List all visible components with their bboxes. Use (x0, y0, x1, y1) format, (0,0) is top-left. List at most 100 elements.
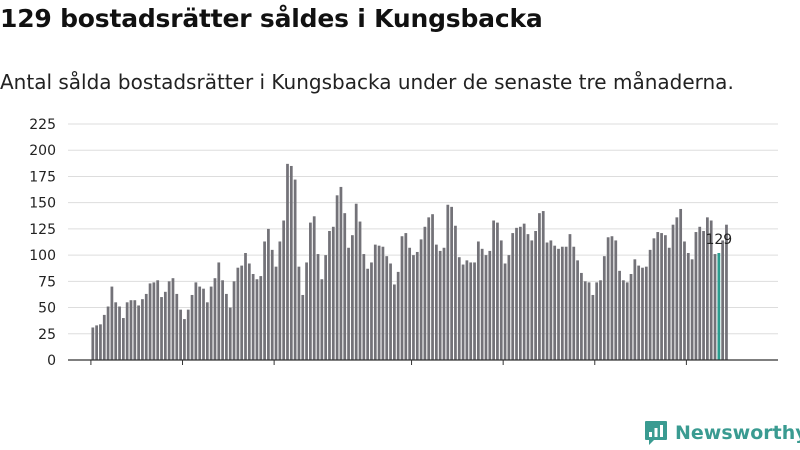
bar (339, 186, 343, 360)
bar (538, 213, 541, 360)
bar (602, 256, 606, 360)
bar (91, 327, 95, 360)
bar (335, 195, 339, 360)
bar (289, 165, 293, 360)
bar (667, 247, 671, 360)
bar (190, 294, 194, 360)
bar (473, 262, 476, 360)
bar (144, 293, 148, 360)
bar-highlight (717, 253, 721, 360)
bar (156, 280, 160, 360)
bar (267, 228, 270, 360)
bar (370, 262, 373, 360)
bar (664, 235, 667, 360)
bar (202, 288, 205, 360)
bar (511, 233, 515, 360)
bar (702, 230, 705, 360)
bar (587, 282, 591, 360)
bar (679, 208, 683, 360)
bar (247, 263, 251, 360)
bar (484, 255, 488, 360)
y-tick-label: 25 (38, 327, 56, 343)
bar (614, 240, 618, 360)
x-tick-label: 2023 (577, 374, 613, 375)
bar (652, 238, 656, 360)
bar (385, 256, 389, 360)
bar (442, 247, 446, 360)
x-tick-label: 2021 (485, 374, 521, 375)
bar (580, 272, 583, 360)
bar (488, 250, 492, 360)
bar (274, 266, 278, 360)
bar (351, 235, 354, 360)
bar (282, 220, 286, 360)
bar (526, 234, 530, 360)
bar (255, 279, 259, 360)
bar (698, 226, 702, 360)
bar (133, 300, 137, 360)
x-tick-label: 2014 (165, 374, 201, 375)
bar (721, 240, 725, 360)
bar (381, 246, 385, 360)
bar (427, 217, 431, 360)
bar (492, 220, 495, 360)
chart-title: 129 bostadsrätter såldes i Kungsbacka (0, 4, 543, 33)
bar (148, 283, 152, 360)
bar (660, 233, 663, 360)
bar (625, 282, 629, 360)
bar (549, 240, 553, 360)
bar (297, 266, 301, 360)
bar (209, 286, 213, 360)
y-axis-labels: 0 25 50 75 100 125 150 175 200 225 (29, 117, 56, 369)
newsworthy-logo-icon (645, 421, 667, 445)
bar (286, 163, 289, 360)
bar (240, 265, 244, 360)
bar (373, 244, 377, 360)
bar (465, 260, 469, 360)
y-tick-label: 150 (29, 196, 56, 212)
x-tick-label: 2012 (73, 374, 109, 375)
bar (568, 234, 572, 360)
bar (434, 244, 438, 360)
brand-name: Newsworthy (675, 421, 800, 444)
bar (469, 262, 473, 360)
bar (599, 280, 602, 360)
brand-logo[interactable]: Newsworthy (644, 420, 800, 446)
bar (328, 230, 331, 360)
bar (183, 319, 186, 360)
x-axis: 2012 2014 2016 2019 2021 2023 2025 (68, 359, 778, 375)
bar (228, 307, 232, 360)
bar (362, 254, 366, 360)
bar (583, 281, 587, 360)
bar (694, 232, 698, 360)
bar (152, 282, 156, 360)
bar (545, 242, 549, 360)
bar (641, 267, 644, 360)
bar (270, 249, 274, 360)
bar (118, 306, 121, 360)
bar (179, 309, 182, 360)
bar (618, 270, 621, 360)
bar (377, 245, 381, 360)
bar (553, 245, 557, 360)
bar (320, 279, 324, 360)
bar (225, 293, 228, 360)
bar (110, 286, 114, 360)
bar (263, 241, 266, 360)
bar (160, 297, 163, 360)
bar (671, 224, 675, 360)
bar (412, 255, 415, 360)
bar (301, 294, 305, 360)
gridlines (68, 123, 778, 335)
x-tick-label: 2019 (394, 374, 430, 375)
bar (499, 240, 503, 360)
bar (507, 255, 511, 360)
bar (560, 246, 564, 360)
bar (629, 273, 633, 360)
bar (404, 233, 408, 360)
bar (503, 263, 507, 360)
bar (198, 286, 202, 360)
bar (534, 230, 537, 360)
highlight-value-label: 129 (705, 232, 732, 248)
